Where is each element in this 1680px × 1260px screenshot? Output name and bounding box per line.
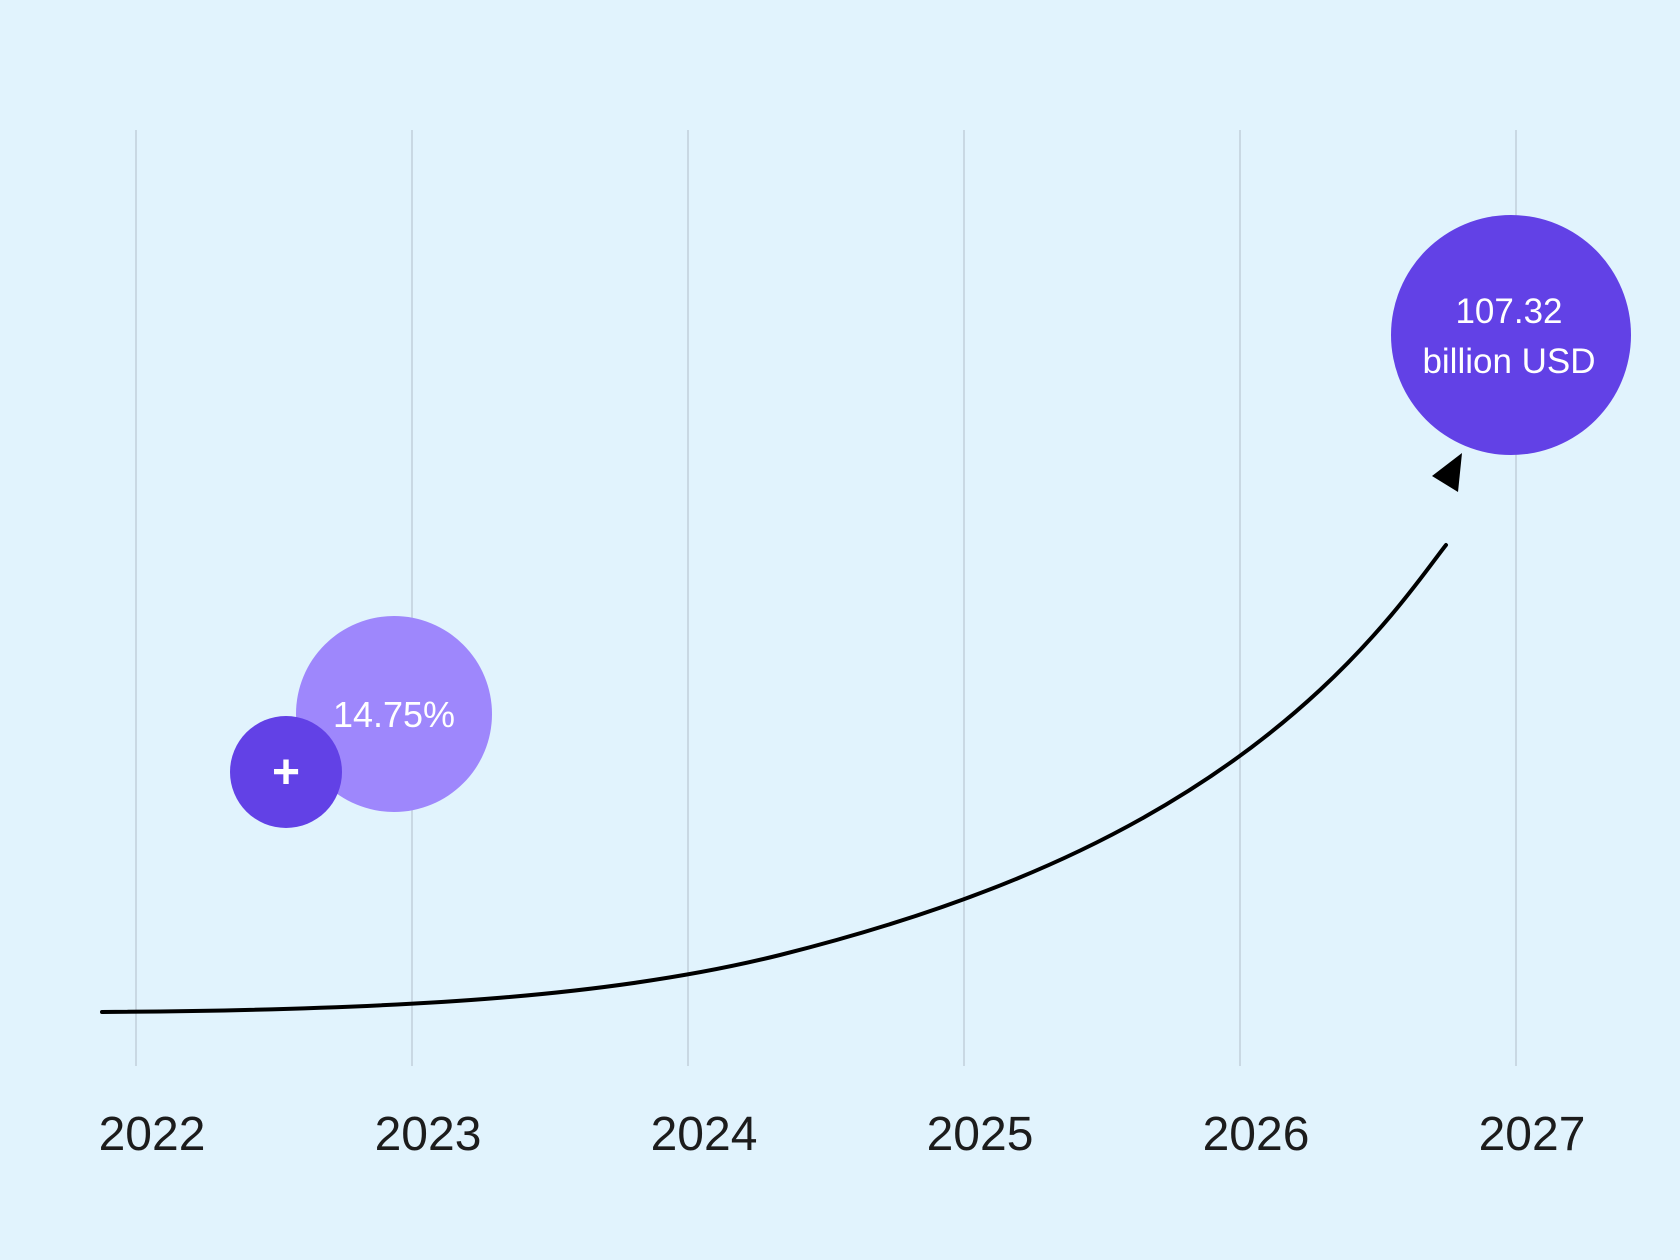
- gridlines: [135, 130, 1517, 1066]
- end-value-unit: billion USD: [1422, 342, 1595, 381]
- growth-curve-arrow: [100, 543, 1448, 1014]
- growth-rate-bubble: [296, 616, 492, 812]
- arrowhead-icon: [1432, 453, 1462, 492]
- plus-icon: +: [272, 746, 300, 799]
- end-value-annotation: 107.32 billion USD: [1391, 215, 1631, 455]
- x-tick-label-2024: 2024: [651, 1108, 758, 1161]
- x-tick-label-2027: 2027: [1479, 1108, 1586, 1161]
- end-value-amount: 107.32: [1455, 292, 1562, 331]
- growth-rate-annotation: 14.75% +: [230, 616, 492, 828]
- end-value-bubble: [1391, 215, 1631, 455]
- plus-bubble: [230, 716, 342, 828]
- x-axis-labels: 2022 2023 2024 2025 2026 2027: [99, 1108, 1586, 1161]
- growth-rate-label: 14.75%: [333, 694, 455, 735]
- x-tick-label-2022: 2022: [99, 1108, 206, 1161]
- x-tick-label-2026: 2026: [1203, 1108, 1310, 1161]
- x-tick-label-2025: 2025: [927, 1108, 1034, 1161]
- x-tick-label-2023: 2023: [375, 1108, 482, 1161]
